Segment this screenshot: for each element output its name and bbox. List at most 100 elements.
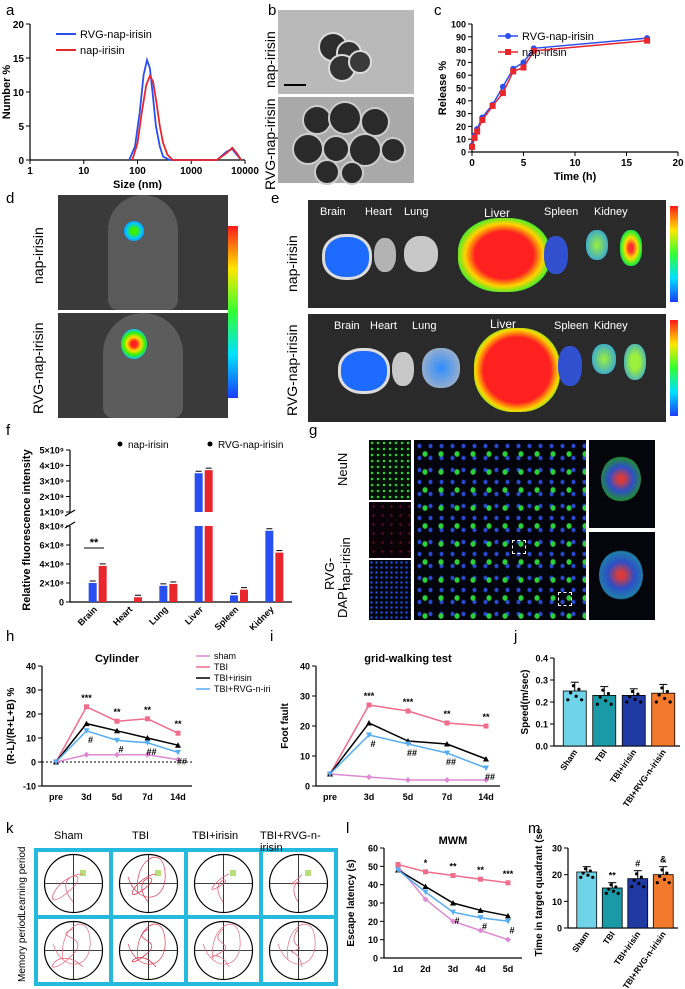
data-point bbox=[478, 876, 483, 882]
y-tick-label: 20 bbox=[456, 122, 466, 132]
panel-letter-e: e bbox=[271, 190, 280, 207]
x-tick-label: 10 bbox=[78, 166, 90, 177]
bar-nap-irisin bbox=[230, 595, 238, 602]
y-tick-label: 20 bbox=[552, 870, 562, 880]
bar-RVG-nap-irisin bbox=[240, 589, 248, 602]
x-tick-label: 14d bbox=[478, 792, 494, 802]
significance-label: ## bbox=[146, 747, 156, 757]
mwm-pool-icon bbox=[268, 853, 329, 914]
panel-letter-g: g bbox=[309, 422, 318, 439]
data-point bbox=[366, 720, 372, 726]
if-label-dapi: DAPI bbox=[335, 587, 350, 618]
y-axis-label: Relative fluorescence intensity bbox=[21, 448, 33, 610]
mwm-trace-cell bbox=[113, 919, 184, 982]
significance-label: # bbox=[509, 925, 514, 935]
y-tick-label: 20 bbox=[300, 722, 310, 732]
ivis-image-nap-irisin bbox=[58, 195, 228, 310]
data-point bbox=[395, 862, 401, 867]
legend-label-2: TBI+irisin bbox=[214, 673, 252, 683]
data-point bbox=[644, 37, 651, 44]
data-point bbox=[366, 732, 372, 738]
organ-label-lung-top: Lung bbox=[404, 206, 429, 218]
x-tick-label: 1000 bbox=[180, 166, 203, 177]
y-tick-label: 50 bbox=[368, 862, 378, 872]
x-tick-label: Spleen bbox=[212, 604, 240, 630]
y-tick-label: 0.1 bbox=[535, 720, 548, 730]
data-dot bbox=[607, 887, 611, 891]
data-point bbox=[505, 918, 511, 925]
x-tick-label: 3d bbox=[364, 792, 375, 802]
bar-RVG-nap-irisin bbox=[98, 565, 107, 602]
panel-letter-m: m bbox=[528, 820, 541, 837]
data-point bbox=[422, 883, 429, 889]
if-zoom-top bbox=[589, 440, 655, 528]
y-tick-label: 10 bbox=[300, 752, 310, 762]
data-dot bbox=[580, 698, 584, 702]
data-dot bbox=[604, 891, 608, 895]
if-label-neun: NeuN bbox=[335, 452, 350, 486]
y-tick-label: 0 bbox=[373, 954, 378, 964]
panel-letter-f: f bbox=[6, 422, 11, 439]
panel-letter-h: h bbox=[6, 628, 15, 645]
organ-label-lung-bottom: Lung bbox=[412, 320, 437, 332]
chart-title: grid-walking test bbox=[364, 653, 452, 665]
data-dot bbox=[601, 688, 605, 692]
x-tick-label: 10 bbox=[569, 158, 581, 169]
bar-nap-irisin bbox=[265, 530, 274, 602]
mwm-trace-cell bbox=[263, 852, 334, 915]
organ-label-brain-bottom: Brain bbox=[334, 320, 360, 332]
data-dot bbox=[571, 684, 575, 688]
data-point bbox=[83, 751, 90, 758]
ivis-label-top: nap-irisin bbox=[30, 227, 46, 284]
data-point bbox=[327, 771, 333, 777]
release-chart: 0 10 20 30 40 50 60 70 80 90 100 0 5 10 15 20 Time (h) Re… bbox=[437, 20, 684, 184]
data-point bbox=[483, 777, 489, 783]
cylinder-test-chart: -10 0 10 20 30 40 pre 3d 5d 7d 14d Cylinder (R-L)/(R… bbox=[6, 651, 270, 802]
x-tick-label: TBI bbox=[593, 747, 609, 764]
ivis-label-bottom: RVG-nap-irisin bbox=[30, 322, 46, 414]
data-dot bbox=[636, 692, 640, 696]
y-tick-label: 60 bbox=[368, 844, 378, 854]
significance-label: # bbox=[118, 744, 123, 754]
legend-marker-1 bbox=[207, 441, 213, 447]
y-tick-label: 5×10⁹ bbox=[39, 446, 64, 456]
x-tick-label: 5d bbox=[112, 792, 123, 802]
data-point bbox=[479, 117, 486, 123]
x-tick-label: 1 bbox=[27, 166, 33, 177]
data-dot bbox=[581, 871, 585, 875]
legend-marker-0 bbox=[117, 441, 123, 447]
mwm-trace-grid bbox=[34, 848, 338, 986]
significance-label: ** bbox=[90, 537, 99, 549]
organ-colorbar-top bbox=[670, 206, 678, 302]
data-dot bbox=[658, 874, 662, 878]
y-tick-label: 0 bbox=[305, 782, 310, 792]
data-point bbox=[483, 765, 489, 771]
organ-label-heart-top: Heart bbox=[365, 206, 392, 218]
y-axis-label: Foot fault bbox=[280, 703, 291, 749]
data-dot bbox=[598, 695, 602, 699]
mwm-latency-chart: 0 10 20 30 40 50 60 1d 2d 3d 4d 5d MWM Escape latency… bbox=[346, 835, 522, 974]
y-tick-label: 10 bbox=[456, 135, 466, 145]
x-tick-label: Lung bbox=[147, 604, 170, 627]
data-point bbox=[114, 751, 120, 758]
data-point bbox=[505, 880, 511, 886]
y-axis-label: (R-L)/(R+L+B) % bbox=[6, 688, 17, 765]
y-tick-label: 10 bbox=[13, 88, 25, 99]
y-axis-label: Number % bbox=[1, 65, 13, 120]
data-dot bbox=[639, 875, 643, 879]
mwm-pool-icon bbox=[43, 920, 104, 981]
axis-break-mark bbox=[64, 509, 76, 517]
data-point bbox=[450, 873, 456, 878]
data-dot bbox=[660, 868, 664, 872]
data-dot bbox=[586, 873, 590, 877]
data-point bbox=[83, 720, 90, 727]
chart-title: Cylinder bbox=[95, 653, 140, 665]
significance-label: *** bbox=[403, 697, 414, 707]
bar-TBI+RVG-n-irisin bbox=[651, 692, 676, 747]
data-point bbox=[423, 869, 428, 875]
significance-label: ** bbox=[174, 719, 182, 729]
data-point bbox=[53, 759, 59, 765]
data-point bbox=[489, 102, 496, 109]
x-tick-label: 7d bbox=[142, 792, 153, 802]
if-rvg-thumbnail bbox=[369, 502, 411, 558]
